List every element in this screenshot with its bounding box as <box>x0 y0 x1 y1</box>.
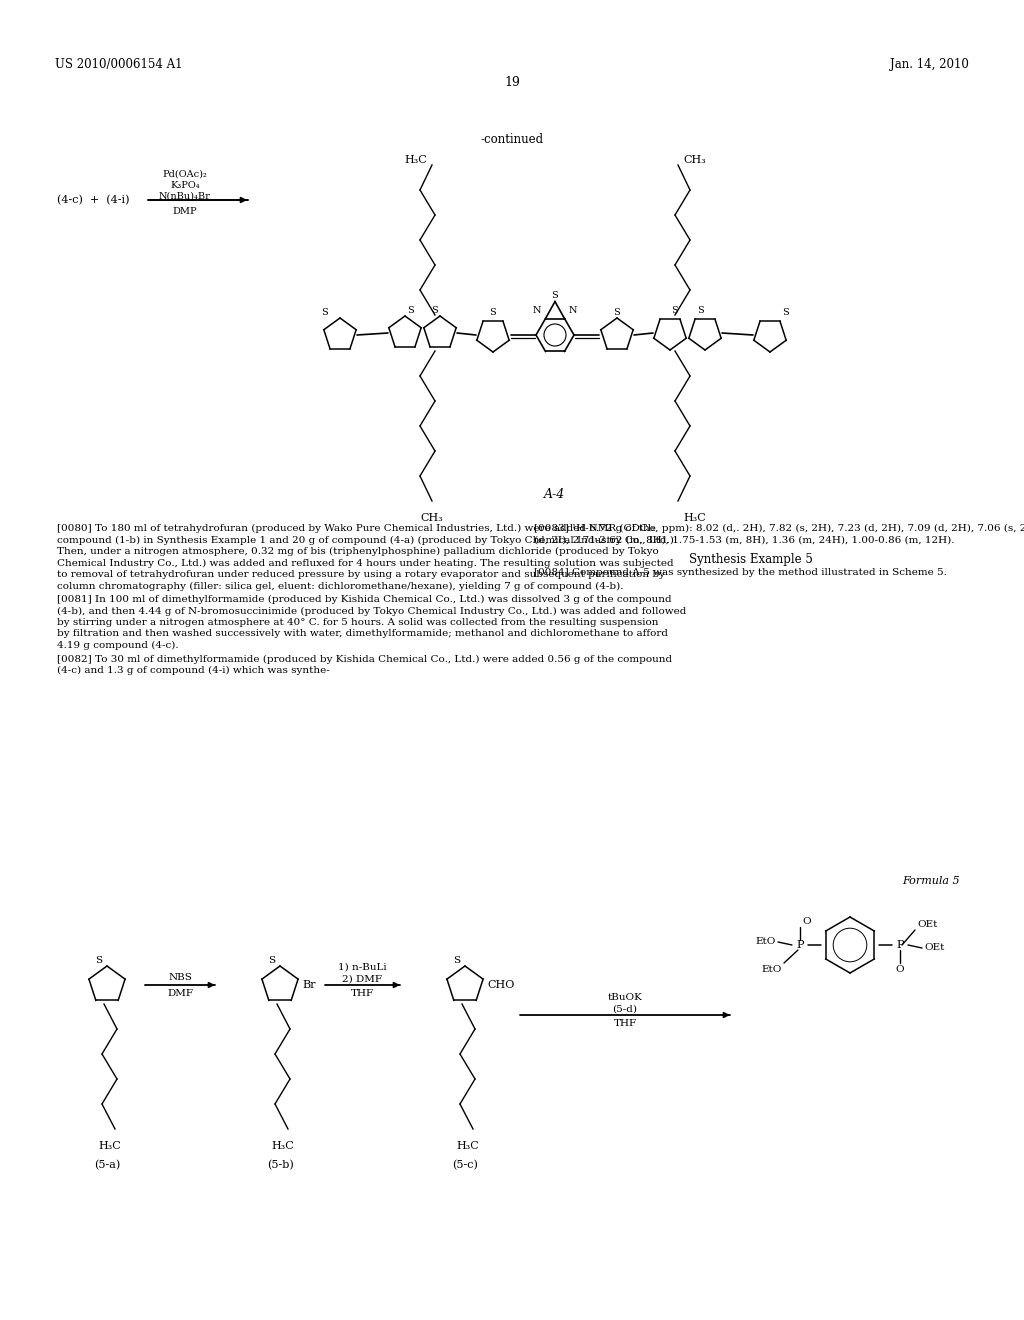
Text: S: S <box>95 956 102 965</box>
Text: N(nBu)₄Br: N(nBu)₄Br <box>159 191 211 201</box>
Text: H₃C: H₃C <box>271 1140 294 1151</box>
Text: column chromatography (filler: silica gel, eluent: dichloromethane/hexane), yiel: column chromatography (filler: silica ge… <box>57 582 624 590</box>
Text: to removal of tetrahydrofuran under reduced pressure by using a rotary evaporato: to removal of tetrahydrofuran under redu… <box>57 570 665 579</box>
Text: by filtration and then washed successively with water, dimethylformamide; methan: by filtration and then washed successive… <box>57 630 668 639</box>
Text: (5-a): (5-a) <box>94 1160 120 1171</box>
Text: (4-c)  +  (4-i): (4-c) + (4-i) <box>57 195 129 206</box>
Text: S: S <box>782 308 788 317</box>
Text: H₃C: H₃C <box>98 1140 122 1151</box>
Text: S: S <box>268 956 275 965</box>
Text: H₃C: H₃C <box>404 154 427 165</box>
Text: S: S <box>322 308 328 317</box>
Text: Synthesis Example 5: Synthesis Example 5 <box>689 553 813 566</box>
Text: Br: Br <box>302 979 315 990</box>
Text: N: N <box>534 305 542 314</box>
Text: OEt: OEt <box>918 920 937 929</box>
Text: DMP: DMP <box>173 207 198 216</box>
Text: Jan. 14, 2010: Jan. 14, 2010 <box>890 58 969 71</box>
Text: Pd(OAc)₂: Pd(OAc)₂ <box>163 170 208 180</box>
Text: H₃C: H₃C <box>683 513 706 523</box>
Text: A-4: A-4 <box>545 488 565 502</box>
Text: THF: THF <box>350 989 374 998</box>
Text: 1) n-BuLi: 1) n-BuLi <box>338 964 386 972</box>
Text: (5-d): (5-d) <box>612 1005 638 1014</box>
Text: [0083] ¹H-NMR (CDCl₂, ppm): 8.02 (d,. 2H), 7.82 (s, 2H), 7.23 (d, 2H), 7.09 (d, : [0083] ¹H-NMR (CDCl₂, ppm): 8.02 (d,. 2H… <box>534 524 1024 533</box>
Text: S: S <box>489 308 497 317</box>
Text: EtO: EtO <box>756 936 776 945</box>
Text: K₃PO₄: K₃PO₄ <box>170 181 200 190</box>
Text: -continued: -continued <box>480 133 544 147</box>
Text: US 2010/0006154 A1: US 2010/0006154 A1 <box>55 58 182 71</box>
Text: O: O <box>896 965 904 974</box>
Text: CH₃: CH₃ <box>683 154 706 165</box>
Text: (5-b): (5-b) <box>266 1160 293 1171</box>
Text: NBS: NBS <box>168 973 191 982</box>
Text: OEt: OEt <box>924 942 944 952</box>
Text: S: S <box>696 306 703 315</box>
Text: P: P <box>797 940 804 950</box>
Text: [0082] To 30 ml of dimethylformamide (produced by Kishida Chemical Co., Ltd.) we: [0082] To 30 ml of dimethylformamide (pr… <box>57 655 672 664</box>
Text: DMF: DMF <box>167 989 193 998</box>
Text: P: P <box>896 940 904 950</box>
Text: 2) DMF: 2) DMF <box>342 975 382 983</box>
Text: [0081] In 100 ml of dimethylformamide (produced by Kishida Chemical Co., Ltd.) w: [0081] In 100 ml of dimethylformamide (p… <box>57 595 672 605</box>
Text: CHO: CHO <box>487 979 514 990</box>
Text: THF: THF <box>613 1019 637 1028</box>
Text: (5-c): (5-c) <box>452 1160 478 1171</box>
Text: S: S <box>552 290 558 300</box>
Text: S: S <box>454 956 461 965</box>
Text: N: N <box>568 305 577 314</box>
Text: O: O <box>802 917 811 927</box>
Text: Chemical Industry Co., Ltd.) was added and refluxed for 4 hours under heating. T: Chemical Industry Co., Ltd.) was added a… <box>57 558 674 568</box>
Text: by stirring under a nitrogen atmosphere at 40° C. for 5 hours. A solid was colle: by stirring under a nitrogen atmosphere … <box>57 618 658 627</box>
Text: S: S <box>613 308 621 317</box>
Text: H₃C: H₃C <box>457 1140 479 1151</box>
Text: Formula 5: Formula 5 <box>902 876 961 886</box>
Text: S: S <box>407 306 414 315</box>
Text: [0084] Compound A-5 was synthesized by the method illustrated in Scheme 5.: [0084] Compound A-5 was synthesized by t… <box>534 568 947 577</box>
Text: compound (1-b) in Synthesis Example 1 and 20 g of compound (4-a) (produced by To: compound (1-b) in Synthesis Example 1 an… <box>57 536 677 545</box>
Text: S: S <box>672 306 678 315</box>
Text: 19: 19 <box>504 77 520 88</box>
Text: 4.19 g compound (4-c).: 4.19 g compound (4-c). <box>57 642 178 651</box>
Text: (d, 2I), 2.71-2.62 (m, 8H), 1.75-1.53 (m, 8H), 1.36 (m, 24H), 1.00-0.86 (m, 12H): (d, 2I), 2.71-2.62 (m, 8H), 1.75-1.53 (m… <box>534 536 954 544</box>
Text: Then, under a nitrogen atmosphere, 0.32 mg of bis (triphenylphosphine) palladium: Then, under a nitrogen atmosphere, 0.32 … <box>57 546 658 556</box>
Text: S: S <box>432 306 438 315</box>
Text: (4-c) and 1.3 g of compound (4-i) which was synthe-: (4-c) and 1.3 g of compound (4-i) which … <box>57 667 330 675</box>
Text: [0080] To 180 ml of tetrahydrofuran (produced by Wako Pure Chemical Industries, : [0080] To 180 ml of tetrahydrofuran (pro… <box>57 524 656 533</box>
Text: CH₃: CH₃ <box>421 513 443 523</box>
Text: (4-b), and then 4.44 g of N-bromosuccinimide (produced by Tokyo Chemical Industr: (4-b), and then 4.44 g of N-bromosuccini… <box>57 606 686 615</box>
Text: tBuOK: tBuOK <box>607 993 642 1002</box>
Text: EtO: EtO <box>762 965 782 974</box>
